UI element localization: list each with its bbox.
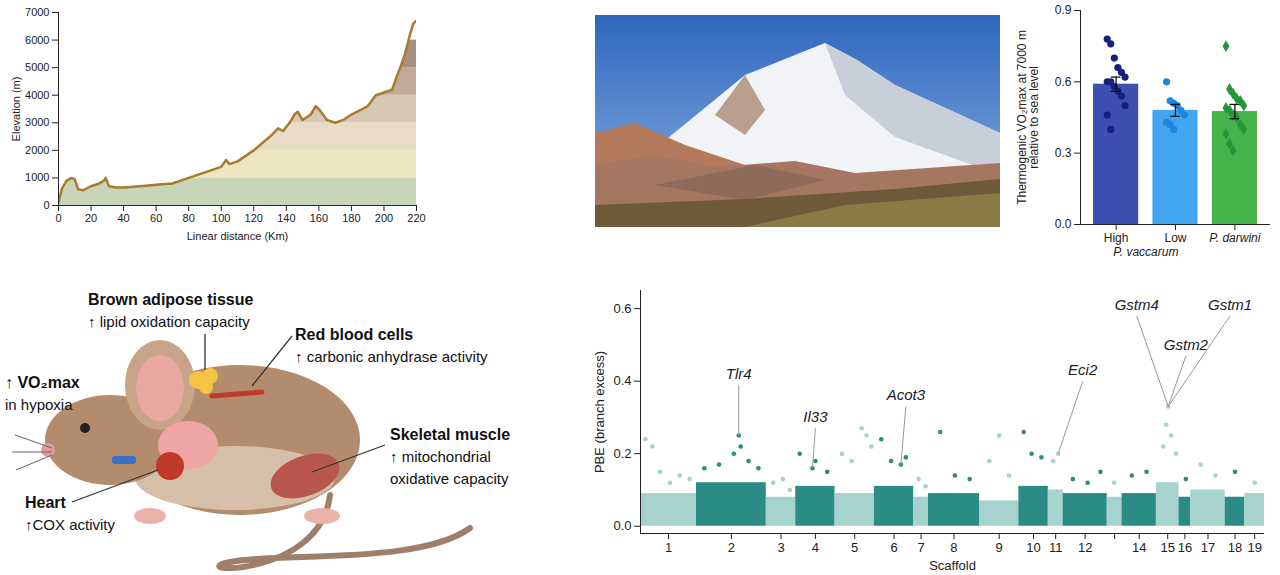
svg-text:High: High bbox=[1104, 231, 1129, 245]
svg-text:17: 17 bbox=[1201, 540, 1215, 555]
svg-text:16: 16 bbox=[1178, 540, 1192, 555]
svg-text:10: 10 bbox=[1026, 540, 1040, 555]
svg-text:Gstm4: Gstm4 bbox=[1115, 296, 1159, 313]
svg-text:P. vaccarum: P. vaccarum bbox=[1113, 245, 1178, 259]
svg-text:0.6: 0.6 bbox=[1055, 75, 1072, 89]
svg-text:5: 5 bbox=[851, 540, 858, 555]
svg-text:Eci2: Eci2 bbox=[1068, 361, 1098, 378]
svg-text:60: 60 bbox=[150, 212, 162, 224]
svg-text:18: 18 bbox=[1228, 540, 1242, 555]
svg-text:Low: Low bbox=[1164, 231, 1186, 245]
svg-text:3: 3 bbox=[777, 540, 784, 555]
svg-text:160: 160 bbox=[310, 212, 328, 224]
svg-text:80: 80 bbox=[183, 212, 195, 224]
svg-text:Acot3: Acot3 bbox=[886, 386, 926, 403]
svg-text:P. darwini: P. darwini bbox=[1209, 231, 1260, 245]
svg-text:5000: 5000 bbox=[25, 61, 49, 73]
svg-text:100: 100 bbox=[212, 212, 230, 224]
svg-text:1000: 1000 bbox=[25, 171, 49, 183]
svg-text:0.9: 0.9 bbox=[1055, 3, 1072, 17]
svg-text:2000: 2000 bbox=[25, 144, 49, 156]
svg-text:8: 8 bbox=[950, 540, 957, 555]
svg-text:Tlr4: Tlr4 bbox=[726, 365, 752, 382]
svg-text:↑COX activity: ↑COX activity bbox=[25, 516, 116, 533]
svg-text:0: 0 bbox=[43, 199, 49, 211]
svg-text:9: 9 bbox=[996, 540, 1003, 555]
svg-text:0.0: 0.0 bbox=[1055, 217, 1072, 231]
svg-text:6: 6 bbox=[890, 540, 897, 555]
svg-text:↑ carbonic anhydrase activity: ↑ carbonic anhydrase activity bbox=[295, 348, 488, 365]
svg-text:7000: 7000 bbox=[25, 6, 49, 18]
svg-text:200: 200 bbox=[375, 212, 393, 224]
svg-text:PBE (branch excess): PBE (branch excess) bbox=[592, 351, 607, 473]
svg-text:19: 19 bbox=[1247, 540, 1261, 555]
svg-text:4: 4 bbox=[812, 540, 819, 555]
svg-text:0.0: 0.0 bbox=[613, 518, 631, 533]
svg-text:Thermogenic VO₂max at 7000 mre: Thermogenic VO₂max at 7000 mrelative to … bbox=[1015, 30, 1041, 205]
svg-text:0.3: 0.3 bbox=[1055, 146, 1072, 160]
svg-text:7: 7 bbox=[917, 540, 924, 555]
svg-text:Gstm2: Gstm2 bbox=[1164, 336, 1209, 353]
svg-text:Brown adipose tissue: Brown adipose tissue bbox=[88, 291, 253, 308]
svg-text:20: 20 bbox=[85, 212, 97, 224]
svg-text:120: 120 bbox=[245, 212, 263, 224]
svg-text:15: 15 bbox=[1160, 540, 1174, 555]
svg-text:↑ VO₂max: ↑ VO₂max bbox=[5, 374, 80, 391]
svg-text:40: 40 bbox=[117, 212, 129, 224]
svg-text:0.6: 0.6 bbox=[613, 301, 631, 316]
svg-text:4000: 4000 bbox=[25, 89, 49, 101]
svg-text:0.2: 0.2 bbox=[613, 446, 631, 461]
svg-text:Scaffold: Scaffold bbox=[929, 558, 976, 573]
svg-text:140: 140 bbox=[277, 212, 295, 224]
svg-text:14: 14 bbox=[1132, 540, 1146, 555]
svg-text:6000: 6000 bbox=[25, 34, 49, 46]
svg-text:Linear distance (Km): Linear distance (Km) bbox=[187, 230, 289, 242]
svg-text:in hypoxia: in hypoxia bbox=[5, 396, 73, 413]
svg-text:↑ mitochondrial: ↑ mitochondrial bbox=[390, 448, 491, 465]
svg-text:Il33: Il33 bbox=[803, 408, 828, 425]
svg-text:2: 2 bbox=[728, 540, 735, 555]
svg-text:12: 12 bbox=[1078, 540, 1092, 555]
svg-text:11: 11 bbox=[1049, 540, 1063, 555]
svg-text:Gstm1: Gstm1 bbox=[1208, 296, 1252, 313]
svg-text:Red blood cells: Red blood cells bbox=[295, 326, 413, 343]
svg-text:Heart: Heart bbox=[25, 494, 67, 511]
svg-text:220: 220 bbox=[407, 212, 425, 224]
svg-text:1: 1 bbox=[665, 540, 672, 555]
svg-text:3000: 3000 bbox=[25, 116, 49, 128]
svg-text:Skeletal muscle: Skeletal muscle bbox=[390, 426, 510, 443]
svg-text:↑ lipid oxidation capacity: ↑ lipid oxidation capacity bbox=[88, 313, 250, 330]
svg-text:oxidative capacity: oxidative capacity bbox=[390, 470, 509, 487]
svg-text:180: 180 bbox=[342, 212, 360, 224]
svg-text:0: 0 bbox=[55, 212, 61, 224]
svg-text:0.4: 0.4 bbox=[613, 373, 631, 388]
svg-text:Elevation (m): Elevation (m) bbox=[10, 77, 22, 142]
